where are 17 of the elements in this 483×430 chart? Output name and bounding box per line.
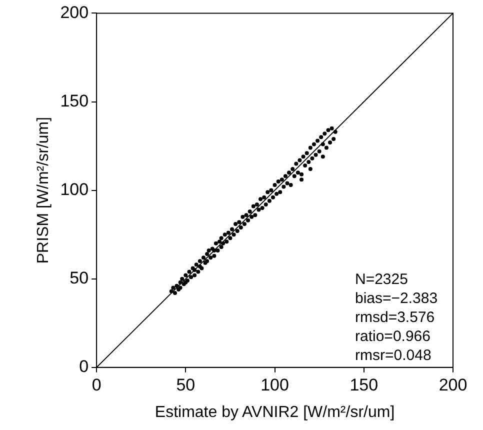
x-tick-label: 100 bbox=[260, 375, 289, 394]
y-tick-label: 150 bbox=[60, 91, 89, 110]
x-tick-label: 0 bbox=[92, 375, 102, 394]
annotation: rmsr=0.048 bbox=[355, 347, 432, 364]
annotation: N=2325 bbox=[355, 271, 408, 288]
x-axis-title: Estimate by AVNIR2 [W/m²/sr/um] bbox=[154, 404, 395, 421]
y-tick-label: 100 bbox=[60, 180, 89, 199]
y-axis-title: PRISM [W/m²/sr/um] bbox=[35, 116, 52, 264]
x-tick-label: 200 bbox=[438, 375, 468, 394]
x-tick-label: 150 bbox=[350, 375, 378, 394]
y-tick-label: 50 bbox=[70, 268, 89, 288]
annotation: ratio=0.966 bbox=[355, 328, 430, 346]
x-tick-label: 50 bbox=[176, 375, 196, 394]
y-tick-label: 200 bbox=[60, 2, 89, 22]
y-tick-label: 0 bbox=[79, 357, 89, 376]
annotation: bias=−2.383 bbox=[355, 290, 438, 308]
annotation: rmsd=3.576 bbox=[355, 309, 435, 326]
